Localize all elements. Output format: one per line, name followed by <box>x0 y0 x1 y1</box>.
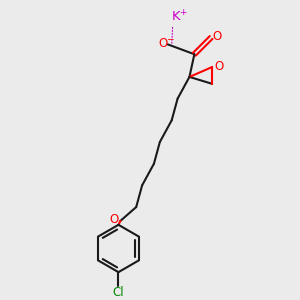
Text: O: O <box>214 60 224 73</box>
Text: O: O <box>158 37 167 50</box>
Text: −: − <box>166 34 173 43</box>
Text: K: K <box>171 10 180 23</box>
Text: O: O <box>109 213 118 226</box>
Text: O: O <box>212 30 222 43</box>
Text: +: + <box>179 8 186 17</box>
Text: Cl: Cl <box>112 286 124 299</box>
